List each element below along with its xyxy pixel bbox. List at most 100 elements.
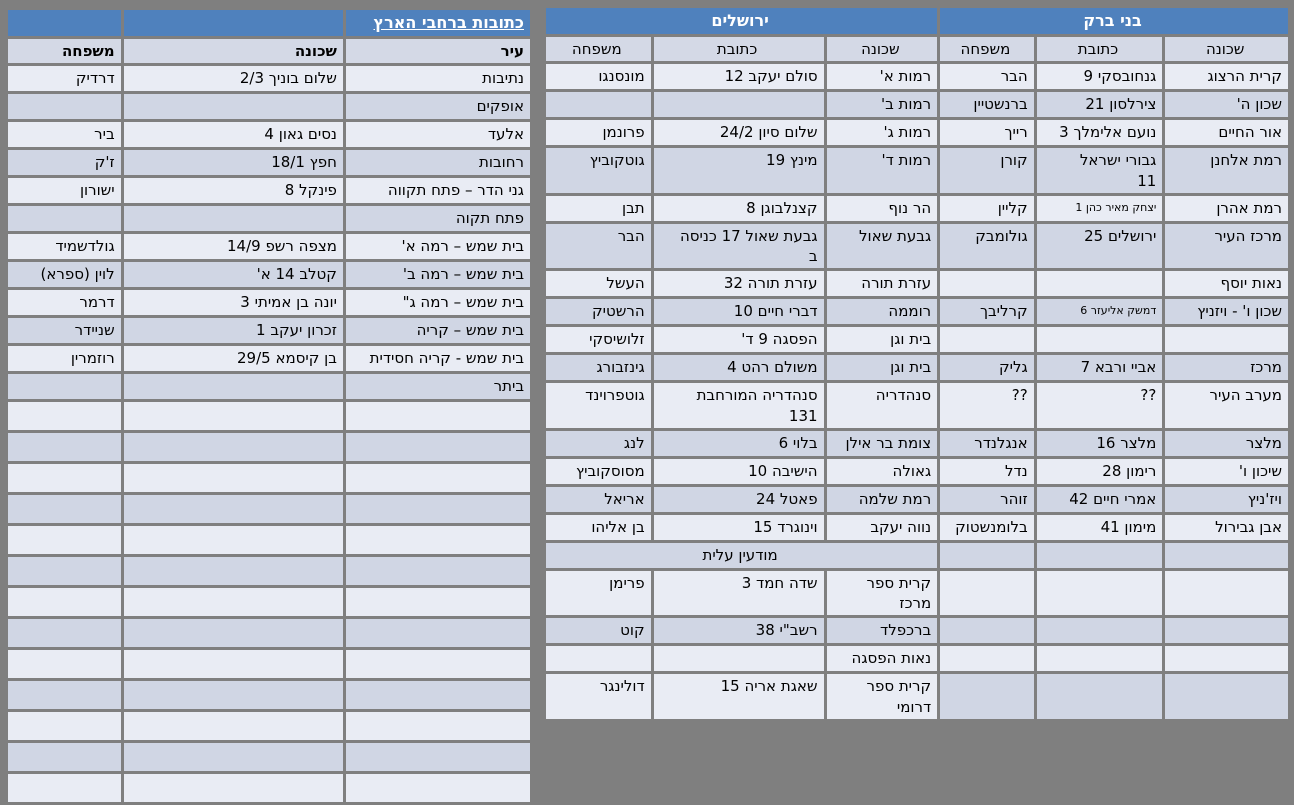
cell-family xyxy=(8,433,121,462)
cell-family xyxy=(940,618,1034,644)
cell-address: דמשק אליעזר 6 xyxy=(1036,299,1163,325)
cell-neighborhood: קרית ספר מרכז xyxy=(826,570,938,616)
cell-neighborhood: פינקל 8 xyxy=(123,178,343,204)
city-title-row: בני ברק ירושלים xyxy=(546,8,1288,34)
cell-neighborhood: אור החיים xyxy=(1165,120,1288,146)
cell-neighborhood: נאות הפסגה xyxy=(826,646,938,672)
cell-neighborhood: שכון ה' xyxy=(1165,92,1288,118)
cell-family: רייך xyxy=(940,120,1034,146)
cell-family xyxy=(8,774,121,803)
cell-neighborhood: שיכון ו' xyxy=(1165,458,1288,484)
cell-address: גנחובסקי 9 xyxy=(1036,64,1163,90)
cell-neighborhood xyxy=(123,402,343,431)
cell-address xyxy=(1036,674,1163,719)
cell-neighborhood xyxy=(123,433,343,462)
cell-city xyxy=(345,681,530,710)
cell-family: גינזבורג xyxy=(546,355,651,381)
empty-table-row xyxy=(8,774,530,803)
cell-neighborhood: מרכז העיר xyxy=(1165,223,1288,269)
cell-address: בלוי 6 xyxy=(653,430,824,456)
empty-table-row xyxy=(8,464,530,493)
cell-address: יצחק מאיר כהן 1 xyxy=(1036,195,1163,221)
cell-neighborhood xyxy=(123,774,343,803)
cell-family: העשל xyxy=(546,271,651,297)
cell-neighborhood: נאות יוסף xyxy=(1165,271,1288,297)
cell-neighborhood: צומת בר אילן xyxy=(826,430,938,456)
column-header-family: משפחה xyxy=(8,39,121,64)
cell-neighborhood: אבן גבירול xyxy=(1165,514,1288,540)
table-row: מרכז אביי ורבא 7 גליק בית וגן משולם רהט 4 גינ… xyxy=(546,355,1288,381)
cell-address xyxy=(1036,570,1163,616)
cell-neighborhood xyxy=(123,526,343,555)
cell-address: סנהדריה המורחבת 131 xyxy=(653,383,824,428)
cell-address xyxy=(1036,542,1163,568)
cell-family: רוזמרין xyxy=(8,346,121,372)
slide-background: { "page": { "background_color": "#7F7F7F… xyxy=(8,8,1288,803)
cell-family: דולינגר xyxy=(546,674,651,719)
cell-city xyxy=(345,433,530,462)
cell-address: צירלסון 21 xyxy=(1036,92,1163,118)
cell-neighborhood: גאולה xyxy=(826,458,938,484)
cell-family: גליק xyxy=(940,355,1034,381)
cell-address: שדה חמד 3 xyxy=(653,570,824,616)
empty-table-row xyxy=(8,588,530,617)
cell-city xyxy=(345,557,530,586)
cell-address: אביי ורבא 7 xyxy=(1036,355,1163,381)
cell-neighborhood: רמת שלמה xyxy=(826,486,938,512)
cell-city xyxy=(345,495,530,524)
cell-family: זוהר xyxy=(940,486,1034,512)
cell-address xyxy=(653,646,824,672)
cell-city: אופקים xyxy=(345,94,530,120)
cell-family: דרדיק xyxy=(8,66,121,92)
cell-neighborhood: זכרון יעקב 1 xyxy=(123,318,343,344)
cell-neighborhood xyxy=(1165,542,1288,568)
cell-family: ?? xyxy=(940,383,1034,428)
cell-city xyxy=(345,402,530,431)
cell-family: קליין xyxy=(940,195,1034,221)
cell-neighborhood xyxy=(1165,674,1288,719)
cell-address: קצנלבוגן 8 xyxy=(653,195,824,221)
cell-city: רחובות xyxy=(345,150,530,176)
cell-neighborhood: עזרת תורה xyxy=(826,271,938,297)
cell-family: גוטקוביץ xyxy=(546,148,651,193)
cell-neighborhood xyxy=(123,557,343,586)
cell-neighborhood: קרית הרצוג xyxy=(1165,64,1288,90)
cell-city: גני הדר – פתח תקווה xyxy=(345,178,530,204)
cell-neighborhood: נסים גאון 4 xyxy=(123,122,343,148)
cell-family: מונסנגו xyxy=(546,64,651,90)
cell-family xyxy=(546,92,651,118)
empty-table-row xyxy=(8,495,530,524)
table-row: שיכון ו' רימון 28 נדל גאולה הישיבה 10 מסוסקוב… xyxy=(546,458,1288,484)
cell-address: הישיבה 10 xyxy=(653,458,824,484)
table-row: ויז'ניץ אמרי חיים 42 זוהר רמת שלמה פאטל 24 אר… xyxy=(546,486,1288,512)
cell-family: גולדשמיד xyxy=(8,234,121,260)
cell-address: רימון 28 xyxy=(1036,458,1163,484)
cell-neighborhood: רמות ג' xyxy=(826,120,938,146)
cell-family: נדל xyxy=(940,458,1034,484)
section-title-bnei-brak: בני ברק xyxy=(940,8,1288,34)
cell-address: נועם אלימלך 3 xyxy=(1036,120,1163,146)
cell-neighborhood: רמות א' xyxy=(826,64,938,90)
cell-family: בלומנשטוק xyxy=(940,514,1034,540)
table-row: נאות הפסגה xyxy=(546,646,1288,672)
cell-address: מלצר 16 xyxy=(1036,430,1163,456)
cell-city xyxy=(345,526,530,555)
cell-family xyxy=(8,743,121,772)
cell-city: אלעד xyxy=(345,122,530,148)
table-row: רחובות חפץ 18/1 ז'ק xyxy=(8,150,530,176)
empty-table-row xyxy=(8,557,530,586)
cell-family: הבר xyxy=(940,64,1034,90)
table-row: בית שמש – רמה ג" יונה בן אמיתי 3 דרמר xyxy=(8,290,530,316)
cell-family: שניידר xyxy=(8,318,121,344)
table-row: פתח תקוה xyxy=(8,206,530,232)
cell-family xyxy=(8,526,121,555)
table-row: אור החיים נועם אלימלך 3 רייך רמות ג' שלום סי… xyxy=(546,120,1288,146)
cell-family xyxy=(940,646,1034,672)
cell-family: הרשטיק xyxy=(546,299,651,325)
empty-table-row xyxy=(8,619,530,648)
cell-city xyxy=(345,588,530,617)
cell-neighborhood: מלצר xyxy=(1165,430,1288,456)
column-header-family: משפחה xyxy=(546,37,651,62)
empty-table-row xyxy=(8,402,530,431)
cell-address: וינוגרד 15 xyxy=(653,514,824,540)
